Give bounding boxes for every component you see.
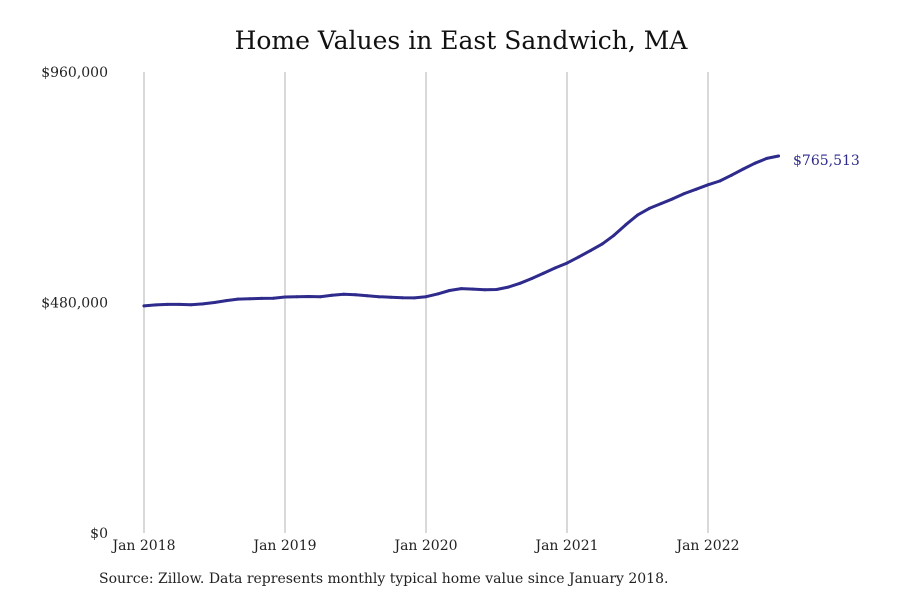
data-point xyxy=(412,296,416,300)
source-note: Source: Zillow. Data represents monthly … xyxy=(99,571,669,587)
data-point xyxy=(612,233,616,237)
y-tick-label: $0 xyxy=(90,526,108,542)
home-value-line xyxy=(142,154,780,308)
data-point xyxy=(530,277,534,280)
data-point xyxy=(589,249,592,253)
data-point xyxy=(600,242,604,246)
data-point xyxy=(142,304,146,308)
data-point xyxy=(154,303,158,307)
x-tick-label: Jan 2019 xyxy=(251,538,316,554)
data-point xyxy=(577,255,581,259)
data-point xyxy=(248,297,252,301)
data-point xyxy=(271,296,275,300)
data-point xyxy=(647,206,651,210)
data-point xyxy=(495,288,498,291)
data-point xyxy=(295,295,299,299)
data-point xyxy=(765,156,769,160)
data-point xyxy=(389,295,393,299)
data-point xyxy=(307,295,310,298)
x-tick-label: Jan 2020 xyxy=(392,538,457,554)
data-point xyxy=(542,271,545,275)
data-point xyxy=(518,281,522,285)
data-point xyxy=(283,295,287,299)
data-point xyxy=(330,293,334,297)
data-point xyxy=(224,299,228,303)
data-point xyxy=(401,296,404,300)
data-point xyxy=(365,294,369,298)
data-point xyxy=(318,295,322,299)
data-point xyxy=(459,287,463,291)
y-tick-label: $960,000 xyxy=(41,65,108,81)
x-tick-label: Jan 2022 xyxy=(674,538,739,554)
data-point xyxy=(694,187,698,191)
data-point xyxy=(683,192,686,195)
data-point xyxy=(424,295,428,299)
data-point xyxy=(260,296,263,300)
data-point xyxy=(483,288,487,292)
data-point xyxy=(236,297,240,301)
data-point xyxy=(213,301,216,304)
y-axis-tick-labels: $0 $480,000 $960,000 xyxy=(41,65,108,542)
y-tick-label: $480,000 xyxy=(41,296,108,312)
data-point xyxy=(448,289,451,292)
vertical-grid-lines xyxy=(143,72,709,533)
data-point xyxy=(565,261,569,265)
data-point xyxy=(553,266,557,270)
end-value-label: $765,513 xyxy=(793,153,860,169)
data-point xyxy=(354,293,357,297)
data-point xyxy=(636,213,639,217)
data-point xyxy=(471,287,475,291)
data-points xyxy=(142,154,780,308)
data-point xyxy=(777,154,780,158)
data-point xyxy=(189,303,193,307)
x-tick-label: Jan 2021 xyxy=(533,538,598,554)
data-point xyxy=(753,161,757,165)
data-point xyxy=(671,197,675,201)
x-axis-tick-labels: Jan 2018 Jan 2019 Jan 2020 Jan 2021 Jan 2022 xyxy=(110,538,739,554)
data-point xyxy=(166,302,169,306)
chart-title: Home Values in East Sandwich, MA xyxy=(234,26,688,55)
data-point xyxy=(201,302,205,306)
data-point xyxy=(436,292,440,296)
data-point xyxy=(177,302,181,306)
x-tick-label: Jan 2018 xyxy=(110,538,175,554)
data-point xyxy=(741,167,745,171)
data-point xyxy=(730,173,733,177)
data-point xyxy=(506,285,510,289)
data-point xyxy=(659,202,663,206)
data-point xyxy=(342,292,346,296)
data-point xyxy=(718,179,722,183)
data-point xyxy=(706,183,710,187)
data-point xyxy=(624,223,628,227)
data-point xyxy=(377,295,381,299)
